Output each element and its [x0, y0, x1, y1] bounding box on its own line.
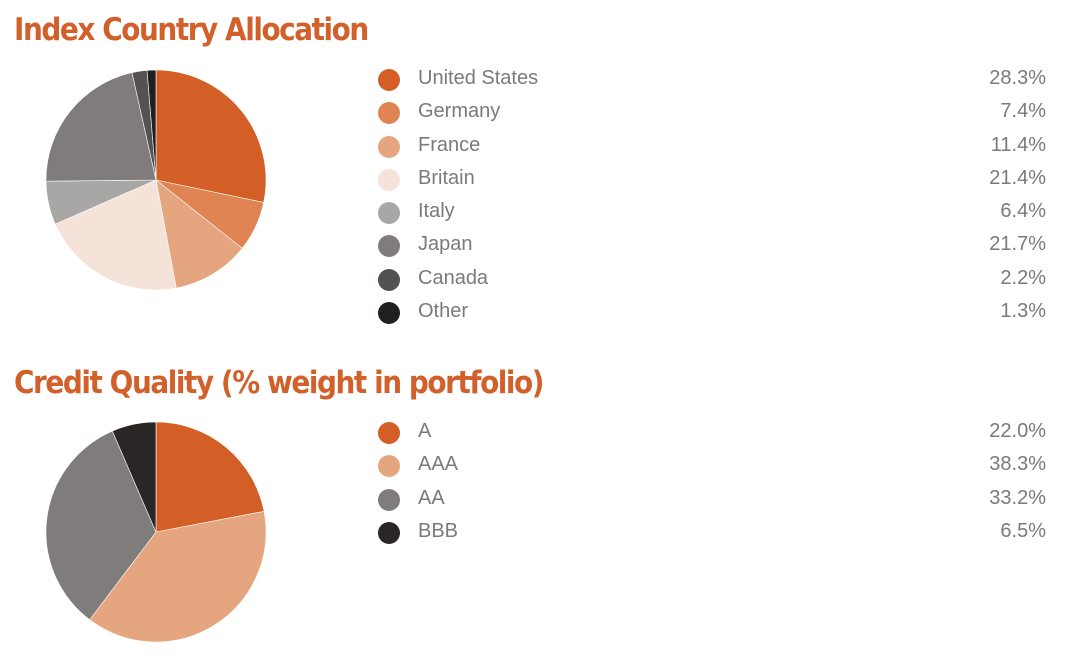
- legend-value: 2.2%: [1000, 266, 1046, 289]
- legend-item-italy: Italy 6.4%: [378, 198, 1046, 231]
- legend-label: Canada: [418, 266, 489, 289]
- legend-swatch: [378, 488, 400, 511]
- legend-label: A: [418, 420, 432, 442]
- pie-slice-bbb: [111, 421, 157, 533]
- legend-value: 28.3%: [989, 67, 1046, 89]
- credit-quality-legend: A 22.0% AAA 38.3% AA 33.2% BBB 6.5%: [378, 418, 1046, 551]
- legend-item-a: A 22.0%: [378, 418, 1046, 451]
- legend-item-germany: Germany 7.4%: [378, 98, 1046, 131]
- legend-swatch: [378, 135, 400, 158]
- legend-value: 6.5%: [1000, 519, 1046, 542]
- legend-value: 21.4%: [989, 166, 1046, 189]
- legend-label: AA: [418, 486, 445, 509]
- legend-item-france: France 11.4%: [378, 132, 1046, 165]
- legend-swatch: [378, 455, 400, 478]
- legend-label: Germany: [418, 100, 501, 123]
- country-allocation-title: Index Country Allocation: [14, 12, 369, 48]
- legend-swatch: [378, 102, 400, 125]
- legend-label: Japan: [418, 233, 473, 256]
- legend-item-bbb: BBB 6.5%: [378, 518, 1046, 551]
- pie-slice-united-states: [155, 69, 267, 203]
- legend-swatch: [378, 302, 400, 325]
- pie-slice-britain: [54, 179, 177, 291]
- legend-label: Italy: [418, 200, 455, 223]
- legend-value: 1.3%: [1000, 300, 1046, 323]
- legend-value: 7.4%: [1000, 100, 1046, 123]
- legend-item-britain: Britain 21.4%: [378, 165, 1046, 198]
- pie-slice-france: [155, 179, 243, 289]
- legend-item-japan: Japan 21.7%: [378, 231, 1046, 264]
- legend-swatch: [378, 268, 400, 291]
- pie-slice-a: [155, 421, 265, 533]
- credit-quality-pie: [45, 421, 267, 643]
- legend-value: 33.2%: [989, 486, 1046, 509]
- legend-swatch: [378, 521, 400, 544]
- pie-slice-japan: [45, 72, 157, 182]
- legend-value: 38.3%: [989, 453, 1046, 476]
- legend-value: 11.4%: [990, 133, 1046, 156]
- legend-item-aaa: AAA 38.3%: [378, 451, 1046, 484]
- legend-swatch: [378, 202, 400, 225]
- pie-slice-aa: [45, 430, 157, 621]
- legend-swatch: [378, 168, 400, 191]
- credit-quality-title: Credit Quality (% weight in portfolio): [14, 365, 545, 401]
- legend-label: Britain: [418, 166, 475, 189]
- legend-swatch: [378, 422, 400, 444]
- pie-slice-aaa: [89, 511, 267, 643]
- legend-label: BBB: [418, 519, 459, 542]
- legend-label: AAA: [418, 453, 459, 476]
- country-allocation-legend: United States 28.3% Germany 7.4% France 11.4%…: [378, 65, 1046, 331]
- legend-value: 6.4%: [1000, 200, 1046, 223]
- legend-item-other: Other 1.3%: [378, 298, 1046, 331]
- legend-label: United States: [418, 67, 539, 89]
- legend-item-united-states: United States 28.3%: [378, 65, 1046, 98]
- legend-label: Other: [418, 300, 469, 323]
- legend-swatch: [378, 69, 400, 91]
- legend-label: France: [418, 133, 481, 156]
- pie-slice-other: [146, 69, 157, 181]
- legend-item-aa: AA 33.2%: [378, 485, 1046, 518]
- legend-swatch: [378, 235, 400, 258]
- country-allocation-pie: [45, 69, 267, 291]
- legend-value: 22.0%: [989, 420, 1046, 442]
- legend-item-canada: Canada 2.2%: [378, 265, 1046, 298]
- legend-value: 21.7%: [989, 233, 1046, 256]
